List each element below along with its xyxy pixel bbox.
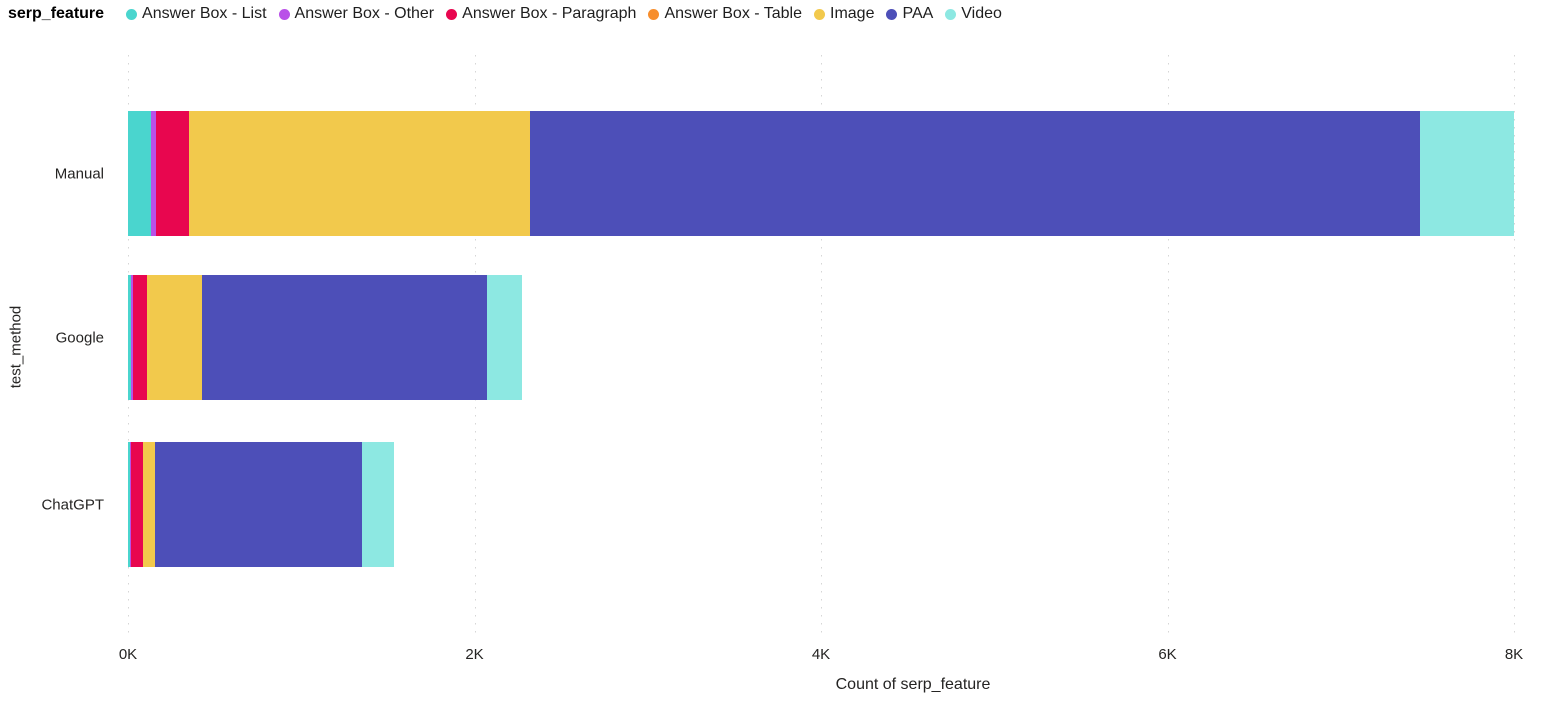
legend-item-answer-box-other[interactable]: Answer Box - Other — [278, 5, 435, 23]
legend-swatch-image-icon — [814, 8, 825, 20]
legend-swatch-answer-box-paragraph-icon — [446, 8, 458, 20]
x-tick-4k: 4K — [811, 646, 831, 663]
bar-row-manual: Manual — [55, 111, 1514, 236]
legend-label-answer-box-table: Answer Box - Table — [664, 5, 802, 22]
legend-items: Answer Box - List Answer Box - Other Answe… — [126, 5, 1002, 23]
gridline-4k — [821, 55, 822, 638]
legend: serp_feature Answer Box - List Answer Box… — [8, 2, 1002, 26]
segment-manual-video[interactable] — [1420, 111, 1514, 236]
x-tick-0k: 0K — [118, 646, 138, 663]
legend-item-paa[interactable]: PAA — [886, 5, 933, 23]
x-tick-8k: 8K — [1504, 646, 1524, 663]
segment-chatgpt-answer-box-paragraph[interactable] — [131, 442, 143, 567]
legend-item-answer-box-paragraph[interactable]: Answer Box - Paragraph — [446, 5, 636, 23]
category-label-chatgpt: ChatGPT — [41, 496, 104, 513]
legend-label-answer-box-paragraph: Answer Box - Paragraph — [462, 5, 637, 22]
plot-area: Manual Google ChatGPT — [41, 55, 1515, 638]
legend-item-video[interactable]: Video — [945, 5, 1002, 23]
x-axis-title: Count of serp_feature — [835, 676, 991, 693]
segment-manual-answer-box-other[interactable] — [150, 111, 156, 236]
bar-row-google: Google — [56, 275, 1514, 400]
legend-label-video: Video — [961, 5, 1002, 22]
x-tick-6k: 6K — [1158, 646, 1177, 663]
segment-chatgpt-answer-box-list[interactable] — [128, 442, 130, 567]
segment-google-image[interactable] — [147, 275, 203, 400]
segment-manual-answer-box-list[interactable] — [128, 111, 151, 236]
legend-item-image[interactable]: Image — [814, 5, 874, 23]
segment-chatgpt-answer-box-other[interactable] — [129, 442, 132, 567]
legend-swatch-answer-box-table-icon — [648, 8, 660, 20]
segment-manual-answer-box-paragraph[interactable] — [155, 111, 189, 236]
segment-google-video[interactable] — [486, 275, 523, 400]
segment-chatgpt-paa[interactable] — [154, 442, 362, 567]
bar-row-chatgpt: ChatGPT — [41, 442, 1514, 567]
legend-label-answer-box-other: Answer Box - Other — [294, 5, 435, 22]
category-label-google: Google — [55, 329, 104, 346]
legend-swatch-video-icon — [945, 8, 957, 20]
legend-swatch-answer-box-list-icon — [126, 8, 138, 20]
legend-label-answer-box-list: Answer Box - List — [142, 5, 267, 22]
gridline-8k — [1514, 55, 1515, 638]
segment-google-answer-box-paragraph[interactable] — [133, 275, 148, 400]
category-label-manual: Manual — [54, 165, 104, 182]
segment-google-answer-box-list[interactable] — [128, 275, 132, 400]
legend-label-image: Image — [830, 5, 875, 22]
y-axis-title: test_method — [7, 305, 25, 389]
x-tick-2k: 2K — [465, 646, 484, 663]
legend-swatch-paa-icon — [886, 8, 898, 20]
legend-item-answer-box-table[interactable]: Answer Box - Table — [648, 5, 802, 23]
legend-swatch-answer-box-other-icon — [278, 8, 290, 20]
legend-title: serp_feature — [8, 5, 105, 22]
segment-google-paa[interactable] — [202, 275, 487, 400]
gridline-6k — [1167, 55, 1169, 638]
segment-chatgpt-image[interactable] — [142, 442, 155, 567]
legend-label-paa: PAA — [902, 5, 934, 22]
segment-manual-paa[interactable] — [529, 111, 1421, 236]
segment-manual-image[interactable] — [188, 111, 530, 236]
legend-item-answer-box-list[interactable]: Answer Box - List — [126, 5, 267, 23]
segment-chatgpt-video[interactable] — [361, 442, 394, 567]
segment-google-answer-box-other[interactable] — [131, 275, 134, 400]
